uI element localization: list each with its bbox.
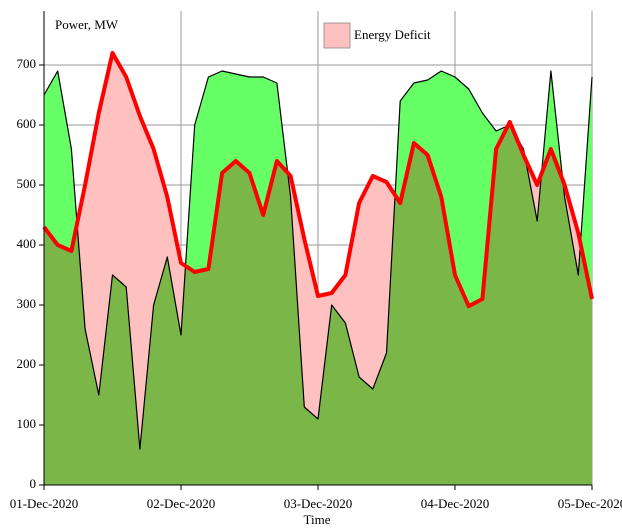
series-line	[42, 51, 594, 309]
x-tick-label: 02-Dec-2020	[147, 496, 216, 511]
x-tick-label: 04-Dec-2020	[421, 496, 490, 511]
y-tick-label: 700	[17, 56, 37, 71]
y-tick-label: 100	[17, 416, 37, 431]
y-tick-label: 300	[17, 296, 37, 311]
y-tick-label: 400	[17, 236, 37, 251]
y-axis-label: Power, MW	[55, 17, 119, 32]
x-tick-label: 03-Dec-2020	[284, 496, 353, 511]
series-line	[43, 70, 593, 450]
x-tick-label: 05-Dec-2020	[558, 496, 622, 511]
x-axis-label: Time	[304, 512, 331, 527]
y-tick-label: 0	[30, 476, 37, 491]
legend-label: Energy Deficit	[354, 27, 431, 42]
x-tick-label: 01-Dec-2020	[10, 496, 79, 511]
y-tick-label: 600	[17, 116, 37, 131]
y-tick-label: 200	[17, 356, 37, 371]
y-tick-label: 500	[17, 176, 37, 191]
legend-swatch	[323, 22, 351, 49]
